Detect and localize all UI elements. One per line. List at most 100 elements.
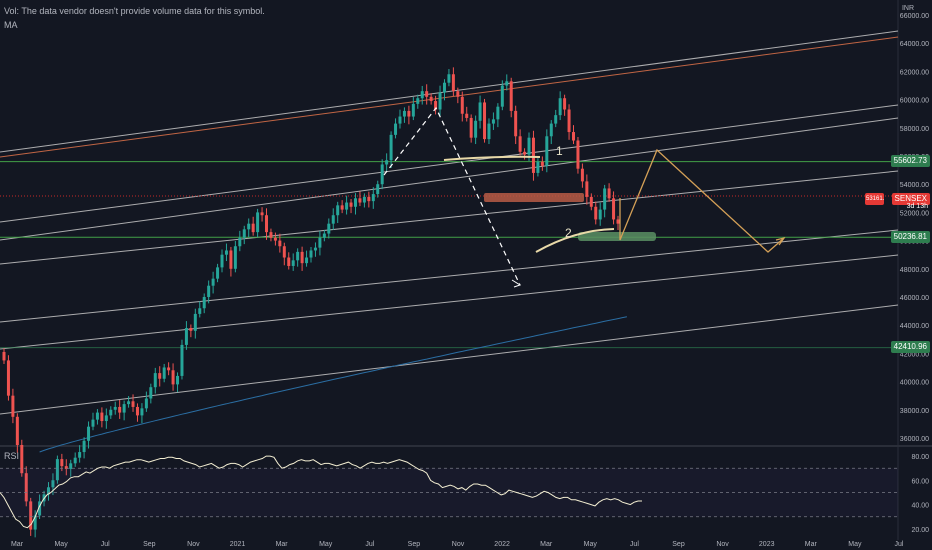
- candle-body: [589, 196, 593, 207]
- candle-body: [176, 375, 180, 385]
- candle-body: [118, 406, 122, 413]
- highlight-stroke-2: [535, 228, 615, 253]
- candle-body: [496, 106, 500, 120]
- price-tick-label: 62000.00: [900, 69, 929, 76]
- rsi-tick-label: 80.00: [911, 454, 929, 461]
- candle-body: [598, 209, 602, 220]
- candle-body: [233, 246, 237, 269]
- candle-body: [171, 370, 175, 385]
- time-axis-label: 2021: [230, 541, 246, 548]
- candle-body: [287, 257, 291, 266]
- candle-body: [447, 74, 451, 83]
- time-axis-label: May: [319, 541, 333, 548]
- candle-body: [411, 103, 415, 117]
- candle-body: [514, 110, 518, 137]
- time-axis-label: Sep: [143, 541, 156, 548]
- candle-body: [536, 161, 540, 173]
- candle-body: [438, 92, 442, 110]
- candle-body: [220, 254, 224, 268]
- candle-body: [273, 237, 277, 241]
- candle-body: [251, 223, 255, 233]
- time-axis-label: Sep: [672, 541, 685, 548]
- candle-body: [104, 415, 108, 422]
- time-axis-label: Jul: [365, 541, 374, 548]
- rsi-legend[interactable]: RSI: [4, 451, 20, 461]
- candle-body: [87, 426, 91, 441]
- candle-body: [469, 117, 473, 138]
- price-tick-label: 44000.00: [900, 323, 929, 330]
- candle-body: [91, 419, 95, 427]
- candle-body: [585, 181, 589, 197]
- candle-body: [594, 206, 598, 220]
- time-axis-label: May: [54, 541, 68, 548]
- dashed-projection-line: [383, 106, 521, 286]
- lower-price-tag: 42410.96: [890, 341, 930, 353]
- candle-body: [523, 151, 527, 155]
- candle-body: [509, 81, 513, 111]
- price-tick-label: 46000.00: [900, 295, 929, 302]
- currency-label: INR: [901, 5, 914, 12]
- candle-body: [180, 344, 184, 376]
- candle-body: [349, 202, 353, 207]
- candle-body: [336, 205, 340, 216]
- candle-body: [407, 110, 411, 117]
- candle-body: [478, 102, 482, 121]
- candle-body: [376, 184, 380, 195]
- candle-body: [429, 96, 433, 102]
- candle-body: [518, 136, 522, 152]
- candle-body: [153, 373, 157, 388]
- trend-channel-line: [0, 170, 899, 265]
- candle-body: [33, 515, 37, 530]
- time-axis-label: Nov: [716, 541, 729, 548]
- candle-body: [256, 212, 260, 233]
- trend-channel-line: [0, 229, 899, 323]
- candle-body: [305, 257, 309, 264]
- volume-legend: Vol: The data vendor doesn't provide vol…: [4, 6, 265, 16]
- candle-body: [540, 161, 544, 166]
- candle-body: [95, 412, 99, 420]
- time-axis-label: Jul: [630, 541, 639, 548]
- candle-body: [318, 237, 322, 248]
- candle-body: [442, 82, 446, 93]
- ma-legend[interactable]: MA: [4, 20, 18, 30]
- price-tick-label: 54000.00: [900, 182, 929, 189]
- rsi-band: [0, 468, 898, 517]
- candle-body: [580, 168, 584, 182]
- candle-body: [135, 406, 139, 416]
- trend-channel-line: [0, 254, 899, 350]
- trend-channel-line: [0, 30, 899, 153]
- candle-body: [6, 360, 10, 396]
- price-tick-label: 64000.00: [900, 41, 929, 48]
- candle-body: [198, 308, 202, 314]
- candle-body: [100, 412, 104, 422]
- candle-body: [73, 457, 77, 464]
- candle-body: [500, 85, 504, 107]
- forecast-arrow-head: [775, 236, 786, 246]
- candle-body: [505, 81, 509, 86]
- price-tick-label: 38000.00: [900, 408, 929, 415]
- candle-body: [607, 188, 611, 199]
- resistance-zone-box: [484, 193, 584, 202]
- time-axis-label: Nov: [452, 541, 465, 548]
- candle-body: [353, 198, 357, 207]
- candle-body: [340, 205, 344, 210]
- candle-body: [109, 409, 113, 416]
- candle-body: [483, 102, 487, 140]
- candle-body: [367, 196, 371, 202]
- candle-body: [300, 251, 304, 264]
- candle-body: [144, 398, 148, 409]
- time-axis-label: Mar: [805, 541, 818, 548]
- candle-body: [238, 237, 242, 247]
- candle-body: [211, 278, 215, 286]
- time-axis-label: 2023: [759, 541, 775, 548]
- forecast-path-line: [619, 148, 785, 253]
- candle-body: [460, 96, 464, 114]
- candle-body: [296, 251, 300, 261]
- trend-channel-line: [0, 104, 899, 223]
- time-axis-label: Sep: [408, 541, 421, 548]
- candle-body: [345, 202, 349, 210]
- rsi-tick-label: 40.00: [911, 503, 929, 510]
- support-zone-box: [578, 232, 656, 241]
- annotation-1-label: 1: [556, 144, 563, 158]
